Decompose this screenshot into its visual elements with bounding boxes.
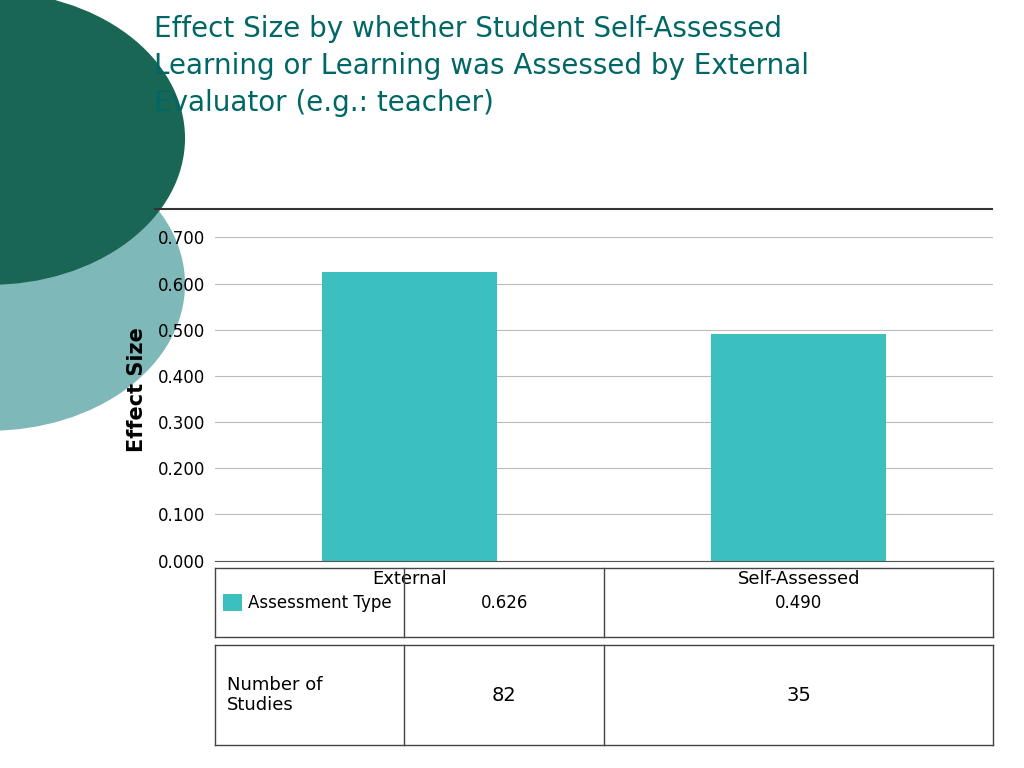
Bar (322, 272, 498, 561)
Y-axis label: Effect Size: Effect Size (127, 327, 146, 452)
Text: 0.490: 0.490 (775, 594, 822, 612)
Text: 35: 35 (786, 686, 811, 704)
Text: Effect Size by whether Student Self-Assessed
Learning or Learning was Assessed b: Effect Size by whether Student Self-Asse… (154, 15, 809, 117)
Bar (712, 334, 887, 561)
Text: Assessment Type: Assessment Type (248, 594, 391, 612)
FancyBboxPatch shape (223, 594, 242, 611)
Circle shape (0, 0, 184, 284)
Text: 0.626: 0.626 (480, 594, 528, 612)
Text: 82: 82 (492, 686, 517, 704)
Circle shape (0, 138, 184, 430)
Text: Number of
Studies: Number of Studies (227, 676, 323, 714)
